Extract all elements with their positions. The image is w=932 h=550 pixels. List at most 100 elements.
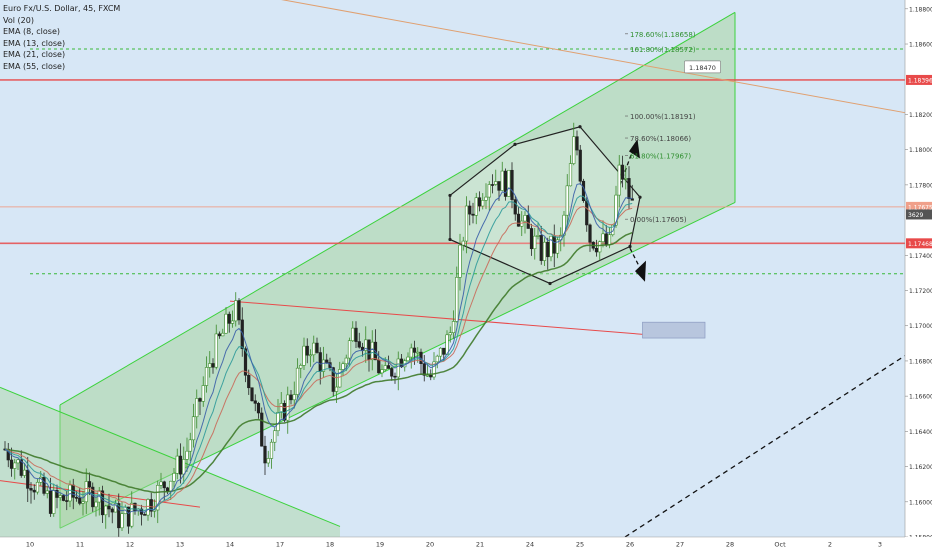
- candle-body: [338, 369, 342, 388]
- fib-label-4: 61.80%(1.17967): [630, 152, 691, 160]
- indicator-ema13: EMA (13, close): [3, 38, 66, 48]
- candle-body: [422, 363, 426, 376]
- candle-body: [87, 481, 92, 488]
- hexagon-vertex-3: [638, 195, 642, 199]
- candle-body: [416, 351, 420, 354]
- candle-body: [542, 241, 547, 261]
- candle-body: [474, 197, 478, 216]
- candle-body: [305, 345, 309, 356]
- candle-body: [471, 213, 475, 216]
- candle-body: [539, 235, 543, 261]
- down-channel-fill: [0, 387, 340, 541]
- candle-body: [520, 220, 524, 227]
- candle-body: [594, 247, 599, 253]
- candle-body: [312, 342, 316, 356]
- candle-body: [195, 398, 199, 418]
- candle-body: [243, 348, 248, 376]
- candle-body: [104, 505, 108, 516]
- target-box: [642, 321, 706, 339]
- candle-body: [204, 367, 209, 386]
- candle-body: [263, 445, 267, 464]
- candle-body: [289, 394, 293, 401]
- candle-body: [390, 368, 394, 377]
- candle-body: [370, 341, 374, 361]
- candle-body: [81, 501, 85, 504]
- orange-trendline: [281, 0, 906, 114]
- candle-body: [32, 489, 36, 493]
- candle-body: [598, 241, 602, 253]
- candle-body: [575, 136, 579, 151]
- candle-body: [208, 363, 212, 368]
- candle-body: [308, 354, 313, 357]
- candle-body: [438, 347, 443, 357]
- candle-body: [617, 164, 621, 196]
- candle-body: [331, 367, 335, 392]
- candle-body: [555, 239, 560, 254]
- ema21-line: [4, 206, 633, 508]
- candle-body: [156, 485, 160, 511]
- candle-body: [448, 332, 452, 336]
- candle-body: [393, 375, 397, 378]
- y-tick-label: 1.16000: [909, 499, 932, 506]
- candle-body: [52, 489, 56, 514]
- candle-body: [523, 215, 527, 222]
- candle-body: [48, 490, 53, 514]
- y-axis-panel: [905, 0, 932, 550]
- candle-body: [529, 228, 534, 250]
- candle-body: [568, 163, 573, 187]
- candle-body: [552, 235, 556, 254]
- chart-legend: Euro Fx/U.S. Dollar, 45, FXCM Vol (20) E…: [3, 3, 120, 72]
- candle-body: [26, 469, 30, 489]
- candle-body: [406, 356, 410, 362]
- candle-body: [230, 320, 235, 324]
- candle-body: [458, 244, 462, 278]
- y-tick-label: 1.17200: [909, 288, 932, 295]
- channel-fill: [60, 12, 735, 529]
- candle-body: [510, 169, 514, 200]
- hexagon-vertex-1: [513, 142, 517, 146]
- projection-dashed-line: [624, 355, 906, 538]
- candle-body: [380, 369, 384, 374]
- candle-body: [188, 439, 192, 452]
- candle-body: [341, 363, 345, 370]
- candle-body: [19, 459, 23, 476]
- x-tick-label: 13: [176, 541, 184, 549]
- candle-body: [630, 198, 634, 201]
- y-tick-label: 1.18600: [909, 42, 932, 49]
- x-axis-panel: [0, 537, 932, 550]
- candle-body: [13, 462, 17, 469]
- candle-body: [318, 352, 322, 372]
- arrow-down-head: [635, 260, 646, 282]
- candle-body: [110, 508, 114, 513]
- candle-body: [451, 321, 456, 334]
- candle-body: [461, 240, 465, 246]
- price-badge-label-2: 3629: [908, 212, 923, 219]
- candle-body: [175, 455, 179, 474]
- candle-body: [315, 342, 319, 353]
- hexagon-vertex-5: [548, 281, 552, 286]
- candle-body: [455, 277, 459, 322]
- channel-upper-line: [59, 11, 736, 406]
- x-tick-label: 18: [326, 541, 334, 549]
- candle-body: [299, 365, 303, 369]
- candle-body: [409, 347, 413, 358]
- x-tick-label: 20: [426, 541, 434, 549]
- price-badge-3: [906, 238, 932, 249]
- candle-body: [201, 385, 205, 402]
- candle-body: [386, 365, 391, 369]
- x-tick-label: 17: [276, 541, 284, 549]
- candle-body: [276, 411, 280, 432]
- indicator-ema21: EMA (21, close): [3, 50, 66, 59]
- y-tick-label: 1.16600: [909, 394, 932, 401]
- candle-body: [536, 235, 540, 237]
- candle-body: [182, 459, 186, 475]
- candle-body: [78, 497, 82, 504]
- candle-body: [273, 430, 277, 443]
- candle-body: [250, 387, 254, 402]
- x-tick-label: 11: [76, 541, 84, 549]
- candle-body: [143, 514, 147, 516]
- candle-body: [383, 365, 387, 370]
- candle-body: [22, 469, 27, 476]
